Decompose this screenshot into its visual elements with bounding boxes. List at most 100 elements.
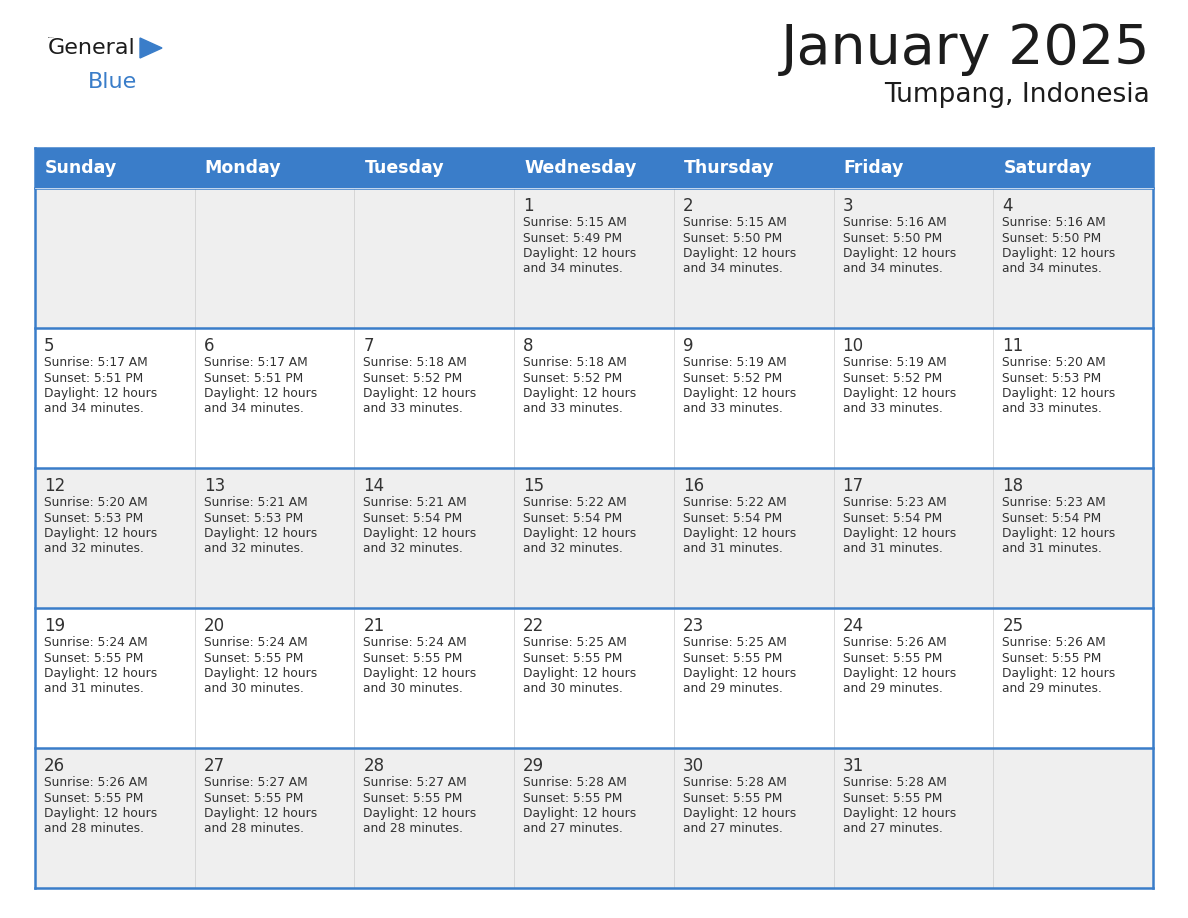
Text: and 32 minutes.: and 32 minutes. (44, 543, 144, 555)
Text: Daylight: 12 hours: Daylight: 12 hours (683, 387, 796, 400)
Text: and 29 minutes.: and 29 minutes. (683, 682, 783, 696)
Text: Sunrise: 5:27 AM: Sunrise: 5:27 AM (364, 776, 467, 789)
Text: Sunset: 5:55 PM: Sunset: 5:55 PM (523, 652, 623, 665)
Text: Daylight: 12 hours: Daylight: 12 hours (683, 667, 796, 680)
Text: Sunset: 5:53 PM: Sunset: 5:53 PM (1003, 372, 1101, 385)
Text: Sunrise: 5:22 AM: Sunrise: 5:22 AM (683, 496, 786, 509)
Bar (34, 608, 1154, 748)
Text: and 27 minutes.: and 27 minutes. (683, 823, 783, 835)
Text: Daylight: 12 hours: Daylight: 12 hours (44, 807, 157, 820)
Text: 17: 17 (842, 477, 864, 495)
Text: Sunrise: 5:17 AM: Sunrise: 5:17 AM (44, 356, 147, 369)
Text: Sunrise: 5:25 AM: Sunrise: 5:25 AM (523, 636, 627, 649)
Text: 5: 5 (44, 337, 55, 355)
Text: Sunset: 5:49 PM: Sunset: 5:49 PM (523, 231, 623, 244)
Text: Daylight: 12 hours: Daylight: 12 hours (203, 807, 317, 820)
Bar (34, 748, 1154, 888)
Text: Sunset: 5:52 PM: Sunset: 5:52 PM (842, 372, 942, 385)
Text: 11: 11 (1003, 337, 1024, 355)
Text: and 33 minutes.: and 33 minutes. (523, 402, 623, 416)
Text: Blue: Blue (88, 72, 138, 92)
Text: Sunset: 5:55 PM: Sunset: 5:55 PM (364, 652, 463, 665)
Text: Sunrise: 5:27 AM: Sunrise: 5:27 AM (203, 776, 308, 789)
Text: 4: 4 (1003, 197, 1013, 215)
Text: Daylight: 12 hours: Daylight: 12 hours (203, 387, 317, 400)
Text: Daylight: 12 hours: Daylight: 12 hours (523, 387, 637, 400)
Text: Sunrise: 5:20 AM: Sunrise: 5:20 AM (44, 496, 147, 509)
Text: Daylight: 12 hours: Daylight: 12 hours (44, 387, 157, 400)
Text: Daylight: 12 hours: Daylight: 12 hours (364, 807, 476, 820)
Bar (34, 468, 1154, 608)
Text: and 28 minutes.: and 28 minutes. (44, 823, 144, 835)
Text: Friday: Friday (843, 159, 904, 177)
Text: 31: 31 (842, 757, 864, 775)
Text: and 32 minutes.: and 32 minutes. (203, 543, 304, 555)
Text: Sunset: 5:53 PM: Sunset: 5:53 PM (203, 511, 303, 524)
Text: Sunset: 5:55 PM: Sunset: 5:55 PM (683, 652, 782, 665)
Text: Sunset: 5:55 PM: Sunset: 5:55 PM (44, 652, 144, 665)
Text: Daylight: 12 hours: Daylight: 12 hours (1003, 527, 1116, 540)
Text: Daylight: 12 hours: Daylight: 12 hours (523, 247, 637, 260)
Text: Sunrise: 5:26 AM: Sunrise: 5:26 AM (1003, 636, 1106, 649)
Text: Sunset: 5:53 PM: Sunset: 5:53 PM (44, 511, 144, 524)
Text: Monday: Monday (204, 159, 282, 177)
Polygon shape (140, 38, 162, 58)
Text: #1a1a1a: #1a1a1a (48, 37, 55, 38)
Text: Daylight: 12 hours: Daylight: 12 hours (842, 247, 956, 260)
Text: Sunrise: 5:20 AM: Sunrise: 5:20 AM (1003, 356, 1106, 369)
Text: 10: 10 (842, 337, 864, 355)
Text: Sunset: 5:55 PM: Sunset: 5:55 PM (842, 791, 942, 804)
Text: 12: 12 (44, 477, 65, 495)
Text: Daylight: 12 hours: Daylight: 12 hours (44, 527, 157, 540)
Bar (34, 328, 1154, 468)
Text: Sunset: 5:50 PM: Sunset: 5:50 PM (842, 231, 942, 244)
Text: 9: 9 (683, 337, 694, 355)
Text: Sunrise: 5:16 AM: Sunrise: 5:16 AM (842, 216, 947, 229)
Text: Sunset: 5:54 PM: Sunset: 5:54 PM (842, 511, 942, 524)
Text: Sunset: 5:54 PM: Sunset: 5:54 PM (683, 511, 782, 524)
Text: Daylight: 12 hours: Daylight: 12 hours (1003, 387, 1116, 400)
Text: 19: 19 (44, 617, 65, 635)
Text: 7: 7 (364, 337, 374, 355)
Text: 30: 30 (683, 757, 704, 775)
Text: 18: 18 (1003, 477, 1023, 495)
Text: Sunrise: 5:15 AM: Sunrise: 5:15 AM (523, 216, 627, 229)
Text: Daylight: 12 hours: Daylight: 12 hours (523, 807, 637, 820)
Text: and 30 minutes.: and 30 minutes. (203, 682, 304, 696)
Text: 22: 22 (523, 617, 544, 635)
Text: Sunrise: 5:28 AM: Sunrise: 5:28 AM (683, 776, 786, 789)
Text: Sunset: 5:52 PM: Sunset: 5:52 PM (683, 372, 782, 385)
Bar (34, 188, 1154, 328)
Text: Sunrise: 5:18 AM: Sunrise: 5:18 AM (523, 356, 627, 369)
Text: Sunrise: 5:15 AM: Sunrise: 5:15 AM (683, 216, 786, 229)
Text: Daylight: 12 hours: Daylight: 12 hours (364, 387, 476, 400)
Text: Sunrise: 5:19 AM: Sunrise: 5:19 AM (683, 356, 786, 369)
Text: Sunset: 5:51 PM: Sunset: 5:51 PM (203, 372, 303, 385)
Text: Sunrise: 5:25 AM: Sunrise: 5:25 AM (683, 636, 786, 649)
Text: Sunset: 5:54 PM: Sunset: 5:54 PM (364, 511, 462, 524)
Text: and 31 minutes.: and 31 minutes. (683, 543, 783, 555)
Text: Sunset: 5:50 PM: Sunset: 5:50 PM (683, 231, 782, 244)
Text: 16: 16 (683, 477, 704, 495)
Text: 13: 13 (203, 477, 225, 495)
Text: and 34 minutes.: and 34 minutes. (203, 402, 304, 416)
Text: Daylight: 12 hours: Daylight: 12 hours (523, 667, 637, 680)
Text: and 31 minutes.: and 31 minutes. (44, 682, 144, 696)
Text: 26: 26 (44, 757, 65, 775)
Text: and 34 minutes.: and 34 minutes. (1003, 263, 1102, 275)
Text: Sunrise: 5:22 AM: Sunrise: 5:22 AM (523, 496, 627, 509)
Text: and 31 minutes.: and 31 minutes. (842, 543, 942, 555)
Text: 24: 24 (842, 617, 864, 635)
Text: and 28 minutes.: and 28 minutes. (364, 823, 463, 835)
Text: 15: 15 (523, 477, 544, 495)
Text: Sunset: 5:55 PM: Sunset: 5:55 PM (203, 652, 303, 665)
Text: and 34 minutes.: and 34 minutes. (523, 263, 623, 275)
Text: Tumpang, Indonesia: Tumpang, Indonesia (884, 82, 1150, 108)
Text: and 30 minutes.: and 30 minutes. (523, 682, 623, 696)
Text: Sunrise: 5:21 AM: Sunrise: 5:21 AM (203, 496, 308, 509)
Text: Saturday: Saturday (1004, 159, 1092, 177)
Bar (34, 148, 1154, 188)
Text: and 28 minutes.: and 28 minutes. (203, 823, 304, 835)
Text: Sunset: 5:55 PM: Sunset: 5:55 PM (364, 791, 463, 804)
Text: Sunrise: 5:26 AM: Sunrise: 5:26 AM (842, 636, 947, 649)
